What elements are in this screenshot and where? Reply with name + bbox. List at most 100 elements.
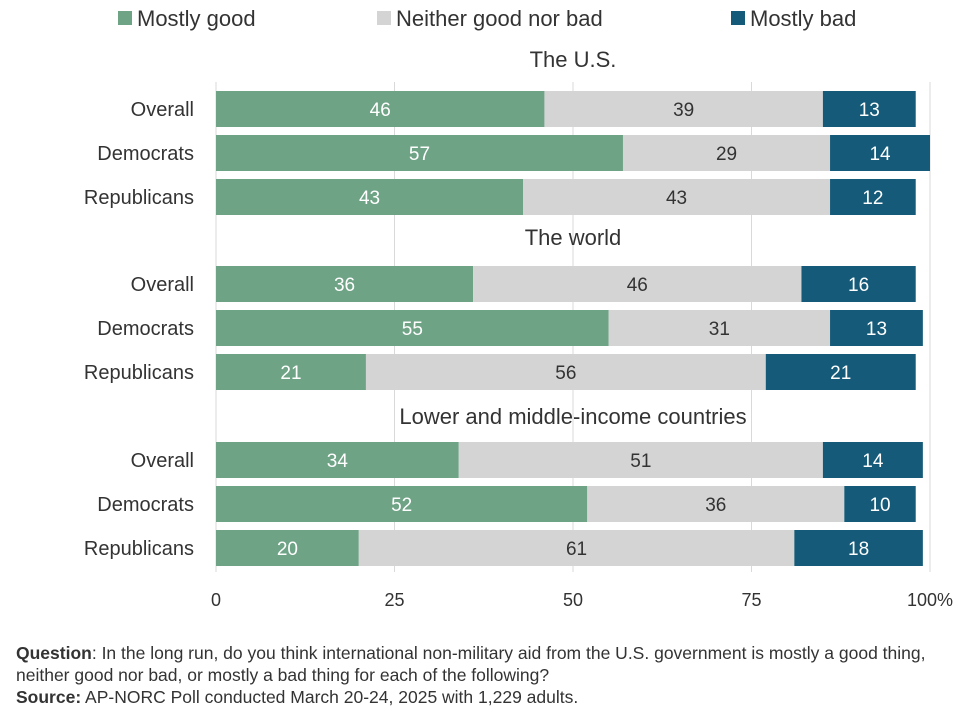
bar-segment-bad [822,91,916,127]
bar-segment-bad [830,179,916,215]
data-label-bad: 13 [866,319,887,340]
data-label-good: 20 [277,539,298,560]
bar-segment-neither [365,354,766,390]
data-label-bad: 10 [869,495,890,516]
row-label: Republicans [84,187,194,209]
data-label-neither: 31 [709,319,730,340]
row-label: Democrats [97,318,194,340]
row-label: Republicans [84,362,194,384]
data-label-bad: 12 [862,188,883,209]
bar-segment-neither [544,91,823,127]
bar-row: Overall 34 51 14 [131,442,923,478]
x-tick-label: 50 [563,590,583,610]
group-title: The U.S. [530,47,617,72]
bar-row: Republicans 20 61 18 [84,530,923,566]
bar-segment-bad [765,354,916,390]
bar-segment-good [216,310,609,346]
data-label-neither: 46 [627,275,648,296]
data-label-neither: 29 [716,144,737,165]
data-label-neither: 43 [666,188,687,209]
question-label: Question [16,643,92,663]
legend-swatch-neither [377,11,391,25]
chart-footer: Question: In the long run, do you think … [16,642,966,708]
bar-segment-good [216,91,545,127]
bar-segment-neither [458,442,823,478]
bar-row: Democrats 55 31 13 [97,310,923,346]
bar-segment-good [216,266,474,302]
x-tick-label: 100% [907,590,953,610]
x-axis: 0 25 50 75 100% [211,590,953,610]
legend-swatch-good [118,11,132,25]
bar-segment-good [216,486,588,522]
data-label-neither: 61 [566,539,587,560]
data-label-neither: 36 [705,495,726,516]
bar-segment-good [216,135,623,171]
question-note: Question: In the long run, do you think … [16,642,966,686]
data-label-good: 34 [327,451,349,472]
row-label: Republicans [84,538,194,560]
group-1: The world Overall 36 46 16 Democrats 55 31 13 Rep… [84,225,923,390]
bar-row: Democrats 52 36 10 [97,486,916,522]
legend-label-bad: Mostly bad [750,6,856,31]
bar-segment-neither [358,530,795,566]
data-label-bad: 18 [848,539,869,560]
bar-segment-bad [830,310,923,346]
data-label-bad: 13 [859,100,880,121]
row-label: Overall [131,274,194,296]
bar-segment-bad [844,486,916,522]
stacked-bar-chart: Mostly good Neither good nor bad Mostly ba… [84,6,953,610]
bar-segment-neither [473,266,802,302]
source-note: Source: AP-NORC Poll conducted March 20-… [16,686,966,708]
bar-row: Overall 46 39 13 [131,91,916,127]
bar-segment-neither [523,179,831,215]
data-label-bad: 14 [869,144,891,165]
x-tick-label: 25 [384,590,404,610]
data-label-neither: 51 [630,451,651,472]
bar-row: Republicans 21 56 21 [84,354,916,390]
chart-groups: The U.S. Overall 46 39 13 Democrats 57 29 14 Repu… [84,47,930,566]
source-label: Source: [16,687,82,707]
bar-row: Republicans 43 43 12 [84,179,916,215]
legend-label-neither: Neither good nor bad [396,6,603,31]
bar-segment-good [216,530,359,566]
bar-segment-bad [822,442,923,478]
bar-row: Overall 36 46 16 [131,266,916,302]
data-label-neither: 39 [673,100,694,121]
data-label-good: 46 [370,100,391,121]
row-label: Democrats [97,494,194,516]
data-label-good: 43 [359,188,380,209]
data-label-good: 52 [391,495,412,516]
row-label: Overall [131,99,194,121]
data-label-bad: 16 [848,275,869,296]
bar-segment-neither [608,310,831,346]
group-2: Lower and middle-income countries Overall… [84,404,923,566]
bar-segment-neither [622,135,831,171]
bar-segment-bad [830,135,930,171]
data-label-bad: 14 [862,451,884,472]
bar-segment-bad [801,266,916,302]
x-tick-label: 0 [211,590,221,610]
bar-segment-good [216,354,366,390]
bar-row: Democrats 57 29 14 [97,135,930,171]
legend-swatch-bad [731,11,745,25]
row-label: Overall [131,450,194,472]
group-title: Lower and middle-income countries [399,404,746,429]
group-title: The world [525,225,622,250]
bar-segment-good [216,442,459,478]
legend-label-good: Mostly good [137,6,256,31]
source-text: AP-NORC Poll conducted March 20-24, 2025… [81,687,579,707]
data-label-neither: 56 [555,363,576,384]
data-label-good: 21 [280,363,301,384]
data-label-good: 55 [402,319,423,340]
data-label-bad: 21 [830,363,851,384]
bar-segment-neither [587,486,845,522]
bar-segment-good [216,179,524,215]
group-0: The U.S. Overall 46 39 13 Democrats 57 29 14 Repu… [84,47,930,215]
x-tick-label: 75 [741,590,761,610]
data-label-good: 36 [334,275,355,296]
legend: Mostly good Neither good nor bad Mostly ba… [118,6,856,31]
question-text: : In the long run, do you think internat… [16,643,926,685]
row-label: Democrats [97,143,194,165]
data-label-good: 57 [409,144,430,165]
bar-segment-bad [794,530,923,566]
